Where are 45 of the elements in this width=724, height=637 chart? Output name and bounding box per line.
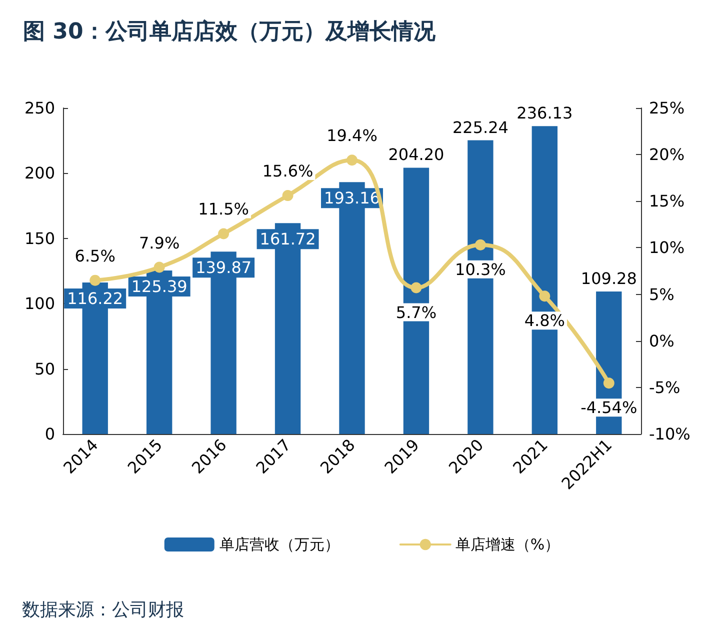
y2-tick-label: 5% [649,284,674,304]
point [282,190,294,202]
y-tick-label: 100 [24,294,55,314]
data-label: 5.7% [396,302,437,322]
y-tick-label: 0 [44,424,55,444]
chart-title: 图 30：公司单店店效（万元）及增长情况 [23,18,436,44]
point [539,290,550,302]
data-label: 125.39 [131,276,188,296]
data-label: 116.22 [67,288,124,308]
y-tick-label: 50 [34,359,55,378]
y2-tick-label: 0% [649,331,674,350]
y-tick-label: 250 [24,98,55,118]
data-label: 204.20 [388,145,444,164]
point [474,239,486,250]
y2-tick-label: -5% [649,378,680,397]
legend-label: 单店营收（万元） [219,536,340,554]
data-label: 193.16 [324,188,380,208]
data-label: 11.5% [198,200,249,219]
y-tick-label: 150 [24,228,55,248]
point [218,228,230,240]
point [410,282,422,294]
point [603,378,614,389]
data-label: 7.9% [139,233,180,252]
y2-tick-label: 10% [649,238,685,258]
y2-tick-label: -10% [649,424,690,444]
data-label: 225.24 [452,118,508,137]
data-label: 19.4% [326,126,378,146]
data-label: 10.3% [455,260,506,279]
y2-tick-label: 25% [649,98,685,118]
data-label: 109.28 [580,269,637,288]
data-label: 15.6% [262,162,314,181]
y2-tick-label: 15% [649,192,685,211]
data-label: 161.72 [260,230,316,249]
data-label: 139.87 [196,258,252,278]
y-tick-label: 200 [24,164,55,183]
data-label: -4.54% [580,398,638,418]
point [346,154,358,166]
data-label: 6.5% [74,246,116,266]
source-note: 数据来源：公司财报 [22,600,184,620]
y2-tick-label: 20% [649,145,685,164]
point [154,262,165,273]
legend-label: 单店增速（%） [455,536,560,554]
data-label: 4.8% [524,311,565,330]
data-label: 236.13 [516,104,573,123]
point [90,274,101,286]
